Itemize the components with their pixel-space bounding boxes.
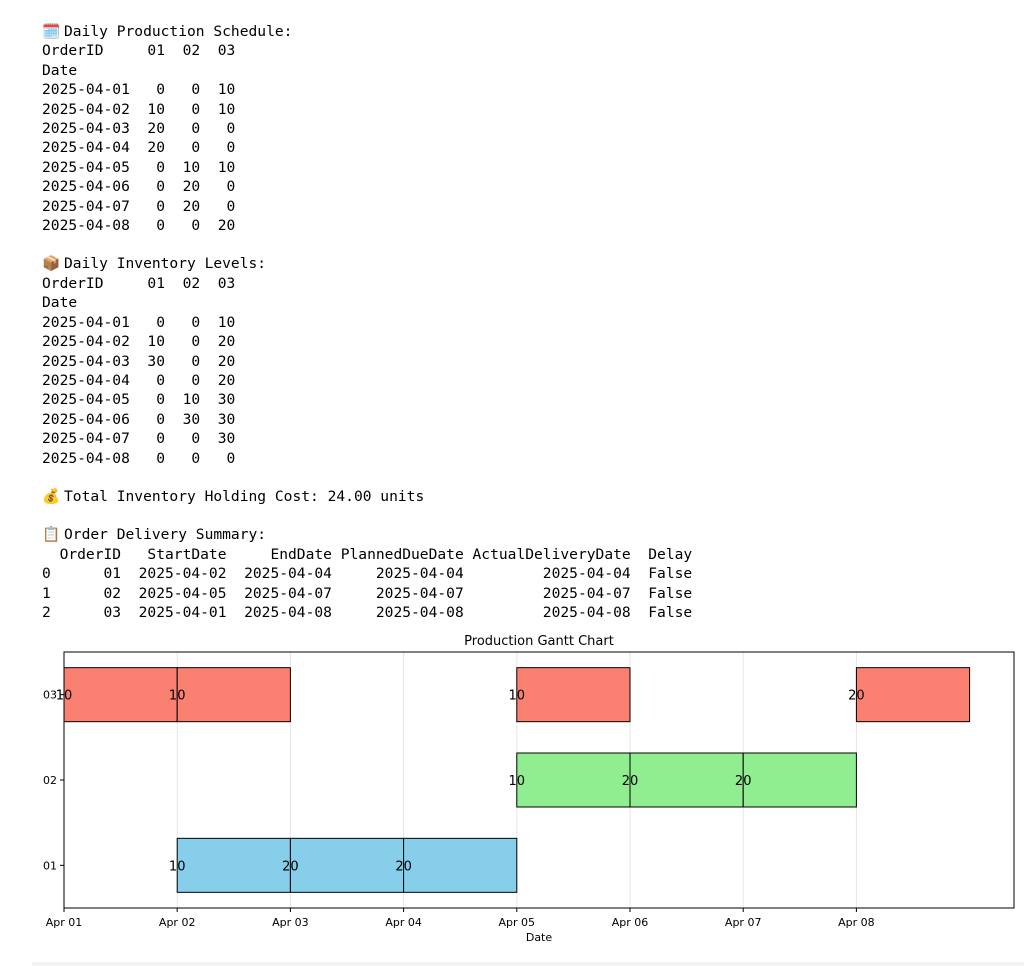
chart-title: Production Gantt Chart [464, 634, 614, 649]
inventory-levels-title: Daily Inventory Levels: [64, 255, 267, 273]
production-schedule-title: Daily Production Schedule: [64, 23, 293, 40]
gantt-chart-container: Production Gantt Chart 10 20 20 10 20 20 10 10 1… [0, 630, 1024, 950]
gantt-bar-01 [176, 837, 291, 893]
money-bag-icon: 💰 [42, 487, 61, 505]
table-row: 2025-04-06 0 30 30 [42, 410, 236, 428]
table-row: 1 02 2025-04-05 2025-04-07 2025-04-07 20… [42, 584, 693, 602]
gantt-bar-label: 20 [848, 689, 865, 704]
gantt-bar-02 [742, 752, 857, 808]
inventory-header: OrderID 01 02 03 [42, 274, 236, 292]
table-row: 2025-04-07 0 0 30 [42, 430, 236, 448]
production-header: OrderID 01 02 03 [42, 42, 236, 60]
gantt-bar-03 [176, 667, 291, 723]
table-row: 2025-04-08 0 0 0 [42, 449, 236, 467]
inventory-levels-section: 📦 Daily Inventory Levels: OrderID 01 02 0… [42, 254, 982, 467]
output-scrollbar-track [32, 962, 1024, 966]
production-index-name: Date [42, 61, 78, 79]
table-row: 2025-04-08 0 0 20 [42, 217, 236, 235]
summary-header: OrderID StartDate EndDate PlannedDueDate… [42, 545, 693, 563]
gantt-bar-01 [289, 837, 405, 893]
gantt-bar-03 [63, 667, 178, 723]
gantt-bar-label: 20 [395, 859, 412, 874]
table-row: 2025-04-06 0 20 0 [42, 178, 236, 196]
gantt-bar-02 [629, 752, 744, 808]
x-axis-label: Date [526, 931, 553, 944]
delivery-summary-title: Order Delivery Summary: [64, 526, 267, 544]
x-tick-label: Apr 04 [385, 916, 422, 929]
x-tick-label: Apr 07 [725, 916, 762, 929]
gantt-bar-03 [855, 667, 971, 723]
table-row: 2025-04-05 0 10 10 [42, 158, 236, 176]
table-row: 2025-04-04 20 0 0 [42, 139, 236, 157]
table-row: 2025-04-03 20 0 0 [42, 120, 236, 138]
gantt-bar-02 [516, 752, 631, 808]
table-row: 2025-04-04 0 0 20 [42, 371, 236, 389]
table-row: 2025-04-05 0 10 30 [42, 391, 236, 409]
gantt-bar-01 [403, 837, 518, 893]
calendar-icon: 🗓️ [42, 23, 61, 40]
gantt-bar-label: 10 [509, 774, 526, 789]
x-tick-label: Apr 08 [838, 916, 875, 929]
gantt-bar-label: 20 [735, 774, 752, 789]
gantt-bar-label: 20 [622, 774, 639, 789]
table-row: 2025-04-02 10 0 10 [42, 100, 236, 118]
table-row: 2025-04-02 10 0 20 [42, 333, 236, 351]
holding-cost-section: 💰 Total Inventory Holding Cost: 24.00 uni… [42, 487, 982, 506]
x-tick-label: Apr 01 [46, 916, 83, 929]
x-tick-label: Apr 02 [159, 916, 196, 929]
clipboard-icon: 📋 [42, 526, 61, 544]
production-schedule-section: 🗓️ Daily Production Schedule: OrderID 01 … [42, 22, 982, 235]
table-row: 2025-04-07 0 20 0 [42, 197, 236, 215]
table-row: 2025-04-03 30 0 20 [42, 352, 236, 370]
table-row: 2025-04-01 0 0 10 [42, 81, 236, 99]
holding-cost-text: Total Inventory Holding Cost: 24.00 unit… [64, 487, 425, 505]
y-tick-label: 01 [43, 859, 57, 872]
gantt-bar-label: 10 [509, 689, 526, 704]
table-row: 2025-04-01 0 0 10 [42, 313, 236, 331]
table-row: 0 01 2025-04-02 2025-04-04 2025-04-04 20… [42, 565, 693, 583]
x-tick-label: Apr 03 [272, 916, 309, 929]
x-tick-label: Apr 06 [612, 916, 649, 929]
inventory-index-name: Date [42, 294, 78, 312]
y-tick-label: 03 [43, 689, 57, 702]
notebook-output: 🗓️ Daily Production Schedule: OrderID 01 … [42, 22, 982, 641]
table-row: 2 03 2025-04-01 2025-04-08 2025-04-08 20… [42, 603, 693, 621]
y-tick-label: 02 [43, 774, 57, 787]
delivery-summary-section: 📋 Order Delivery Summary: OrderID StartDa… [42, 525, 982, 622]
gantt-bar-label: 10 [169, 859, 186, 874]
package-icon: 📦 [42, 255, 61, 273]
x-tick-label: Apr 05 [499, 916, 536, 929]
gantt-bar-label: 10 [169, 689, 186, 704]
gantt-bar-label: 20 [282, 859, 299, 874]
gantt-bar-03 [516, 667, 631, 723]
